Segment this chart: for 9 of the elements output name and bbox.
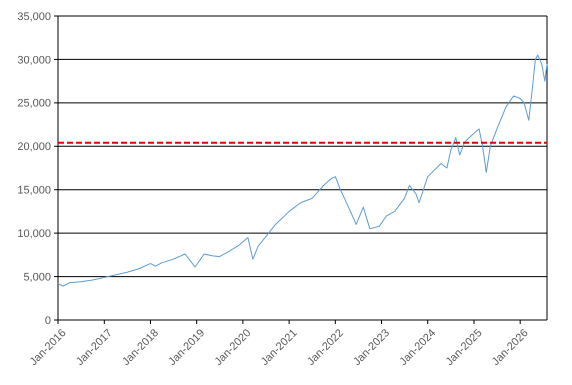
y-tick-label: 5,000 (23, 271, 51, 284)
y-tick-label: 20,000 (17, 141, 51, 154)
y-tick-label: 25,000 (17, 98, 51, 110)
y-tick-label: 30,000 (17, 54, 51, 66)
y-tick-label: 0 (44, 314, 51, 327)
y-tick-label: 35,000 (17, 10, 51, 23)
line-series (58, 54, 548, 287)
y-tick-label: 10,000 (17, 228, 51, 240)
y-tick-label: 15,000 (17, 184, 51, 197)
